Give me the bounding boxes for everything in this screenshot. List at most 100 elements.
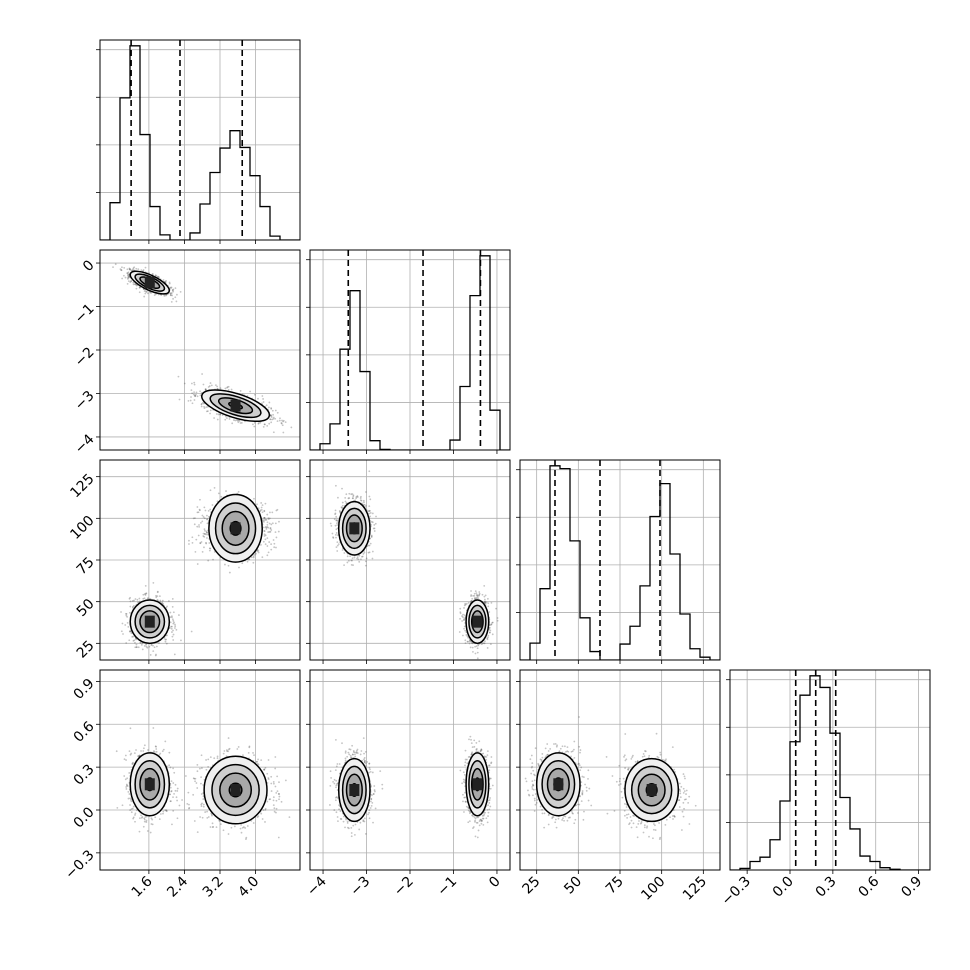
sample-point [153,294,156,297]
sample-point [140,643,143,646]
sample-point [263,530,266,533]
sample-point [203,517,206,520]
sample-point [250,556,253,559]
sample-point [279,417,281,420]
sample-point [158,642,160,644]
sample-point [175,628,178,631]
sample-point [247,558,250,561]
sample-point [227,389,230,391]
sample-point [246,560,249,563]
sample-point [194,517,196,520]
sample-point [143,597,146,600]
sample-point [238,419,241,422]
sample-point [194,395,197,398]
sample-point [269,527,272,530]
sample-point [171,294,173,297]
sample-point [273,546,276,549]
sample-point [200,405,203,408]
sample-point [135,287,138,290]
sample-point [234,419,237,422]
sample-point [203,506,206,509]
sample-point [169,286,172,289]
sample-point [263,423,266,426]
sample-point [170,300,173,303]
sample-point [280,422,283,425]
sample-point [202,516,205,518]
sample-point [470,590,472,592]
sample-point [201,550,204,553]
sample-point [225,490,227,492]
sample-point [263,520,265,523]
sample-point [205,530,208,533]
sample-point [156,595,159,597]
sample-point [459,611,462,614]
sample-point [253,393,256,396]
sample-point [144,584,147,587]
sample-point [267,518,270,521]
sample-point [145,645,148,648]
sample-point [172,633,175,636]
sample-point [174,287,177,290]
sample-point [170,627,173,630]
sample-point [276,411,279,414]
sample-point [168,282,171,285]
sample-point [157,275,160,278]
sample-point [195,391,198,394]
sample-point [224,563,226,566]
sample-point [183,382,186,385]
sample-point [125,642,128,644]
sample-point [270,529,273,531]
sample-point [129,268,131,271]
sample-point [266,537,269,540]
scatter-panel-2-0 [96,459,301,664]
sample-point [228,571,231,574]
sample-point [238,566,240,569]
sample-point [209,489,212,492]
sample-point [470,600,473,603]
sample-point [266,554,269,557]
sample-point [129,596,131,599]
sample-point [203,533,206,535]
sample-point [253,497,255,500]
sample-point [206,537,208,539]
sample-point [464,629,467,632]
sample-point [269,415,272,417]
sample-point [488,611,491,613]
sample-point [252,423,254,426]
sample-point [265,526,268,529]
sample-point [140,269,143,272]
sample-point [126,272,129,275]
sample-point [199,509,201,512]
sample-point [136,598,139,601]
sample-point [263,423,266,426]
panel-frame [99,249,301,451]
sample-point [486,638,489,641]
sample-point [459,612,462,615]
sample-point [209,409,212,412]
sample-point [483,600,486,603]
sample-point [275,546,277,549]
sample-point [174,623,176,626]
sample-point [132,605,134,608]
sample-point [159,599,162,602]
sample-point [206,522,209,525]
sample-point [202,383,205,386]
sample-point [467,601,470,604]
sample-point [206,531,208,534]
density-peak [144,276,155,289]
sample-point [172,622,175,625]
sample-point [171,289,174,291]
sample-point [267,526,270,529]
sample-point [191,536,194,539]
sample-point [475,592,478,595]
sample-point [226,417,228,420]
sample-point [162,279,165,281]
sample-point [134,598,137,600]
sample-point [239,390,242,392]
sample-point [129,268,131,270]
sample-point [203,546,205,549]
sample-point [172,629,174,632]
sample-point [169,292,172,295]
sample-point [137,601,139,604]
sample-point [145,592,147,595]
